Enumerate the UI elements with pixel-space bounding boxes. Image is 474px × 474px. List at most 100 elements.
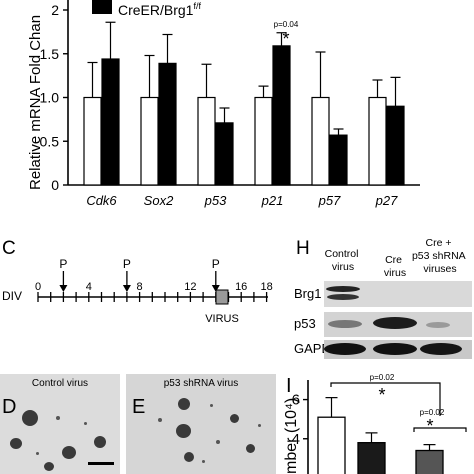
band-p53-cre	[373, 317, 417, 329]
timeline-tick-label: 0	[35, 281, 41, 293]
timeline-tick-label: 4	[86, 281, 92, 293]
sphere	[10, 438, 22, 449]
panel-b-x-tick-label: p57	[318, 193, 341, 208]
timeline-tick-label: 18	[260, 281, 272, 293]
panel-c: C DIV 0 4 8 12 16 18 P P P VIRUS	[2, 238, 273, 325]
panel-b-y-tick-label: 1.0	[40, 90, 60, 106]
lane-label-cre: Cre virus	[384, 254, 406, 279]
virus-box	[215, 289, 229, 305]
band-brg1-control-upper	[326, 286, 360, 292]
sphere	[62, 446, 76, 459]
arrow-head	[59, 285, 68, 292]
bar-control	[368, 96, 387, 186]
arrow-label: P	[123, 257, 131, 271]
bar-cre	[101, 58, 120, 186]
bar-control	[140, 96, 159, 186]
micrograph-p53-shrna-virus: p53 shRNA virus E	[126, 374, 276, 474]
panel-b-y-tick-label: 1.5	[40, 46, 60, 62]
micrograph-control-label: Control virus	[31, 378, 89, 389]
panel-i-letter: I	[286, 375, 292, 397]
cell-debris	[84, 422, 87, 425]
cell-debris	[36, 452, 39, 455]
panel-b-x-tick-label: Cdk6	[86, 193, 117, 208]
virus-label: VIRUS	[205, 313, 239, 325]
panel-i-y-axis-label: mber (10⁴)	[283, 398, 300, 474]
bar-control	[311, 96, 330, 186]
bracket-main	[330, 382, 441, 416]
bar-control	[83, 96, 102, 186]
panel-d-letter: D	[2, 396, 17, 418]
panel-i-bar	[415, 449, 444, 474]
sphere	[94, 436, 106, 448]
panel-b-x-tick-label: p21	[261, 193, 284, 208]
timeline-tick-label: 8	[137, 281, 143, 293]
panel-b: 0 0.5 1.0 1.5 2 Cdk6 Sox2 p53 p21 p57 p27 Relativ…	[27, 0, 420, 208]
arrow-head	[211, 285, 220, 292]
sphere	[246, 444, 255, 453]
sphere	[176, 424, 191, 438]
panel-b-y-ticks: 0 0.5 1.0 1.5 2	[40, 2, 68, 193]
legend-label-cre: CreER/Brg1f/f	[118, 1, 201, 18]
panel-i-pvalue-right: p=0.02	[420, 408, 445, 417]
lane-label-cre-p53: Cre + p53 shRNA viruses	[412, 237, 468, 275]
bar-cre	[329, 134, 348, 186]
panel-c-letter: C	[2, 238, 16, 259]
legend-label-superscript: f/f	[193, 1, 201, 11]
band-p53-control	[328, 320, 362, 328]
legend-swatch-cre	[92, 0, 112, 14]
panel-e-letter: E	[132, 396, 146, 418]
panel-b-pvalue: p=0.04	[274, 20, 299, 29]
bar-cre	[386, 105, 405, 186]
arrow-label: P	[59, 257, 67, 271]
micrograph-control-virus: Control virus D	[0, 374, 120, 474]
arrow-head	[122, 285, 131, 292]
band-gapdh-cre	[373, 343, 417, 355]
bar-control	[254, 96, 273, 186]
panel-i: I 46 mber (10⁴) p=0.02 * p=0.02 *	[283, 373, 467, 474]
panel-b-y-tick-label: 2	[51, 2, 59, 18]
timeline-tick-label: 16	[235, 281, 247, 293]
sphere	[230, 414, 239, 423]
sphere	[22, 410, 38, 426]
bar-cre	[158, 62, 177, 186]
panel-b-x-tick-label: p53	[204, 193, 227, 208]
panel-i-y-tick-label: 4	[292, 431, 300, 448]
panel-c-div-label: DIV	[2, 289, 22, 303]
panel-h: H Control virus Cre virus Cre + p53 shRN…	[294, 237, 472, 359]
cell-debris	[216, 440, 220, 444]
panel-i-star-right: *	[426, 416, 433, 436]
panel-h-letter: H	[296, 238, 310, 259]
panel-i-bars	[317, 397, 444, 474]
blot-row-label-brg1: Brg1	[294, 286, 321, 301]
bar-cre	[272, 45, 291, 186]
lane-label-control: Control virus	[325, 248, 362, 273]
panel-b-y-tick-label: 0.5	[40, 133, 60, 149]
sphere	[178, 398, 190, 410]
scale-bar	[88, 462, 114, 465]
bar-control	[197, 96, 216, 186]
blot-strip-brg1	[324, 281, 472, 307]
arrow-label: P	[212, 257, 220, 271]
bracket-right	[413, 427, 467, 432]
cell-debris	[210, 404, 213, 407]
cell-debris	[158, 418, 162, 422]
panel-i-y-tick-label: 6	[292, 392, 300, 409]
sphere	[184, 452, 194, 462]
cell-debris	[202, 460, 205, 463]
band-brg1-control-lower	[327, 294, 359, 300]
timeline-ticks	[37, 292, 268, 302]
panel-b-x-tick-label: Sox2	[144, 193, 174, 208]
band-p53-cre-shrna	[426, 322, 450, 328]
panel-b-y-axis-label: Relative mRNA Fold Chan	[27, 15, 44, 190]
band-gapdh-cre-shrna	[420, 343, 462, 355]
sphere	[44, 462, 54, 471]
cell-debris	[258, 424, 261, 427]
panel-b-bars	[83, 21, 405, 186]
bar-cre	[215, 122, 234, 186]
micrograph-p53-shrna-label: p53 shRNA virus	[163, 378, 239, 389]
panel-i-pvalue-main: p=0.02	[370, 373, 395, 382]
cell-debris	[56, 416, 60, 420]
band-gapdh-control	[324, 343, 366, 355]
